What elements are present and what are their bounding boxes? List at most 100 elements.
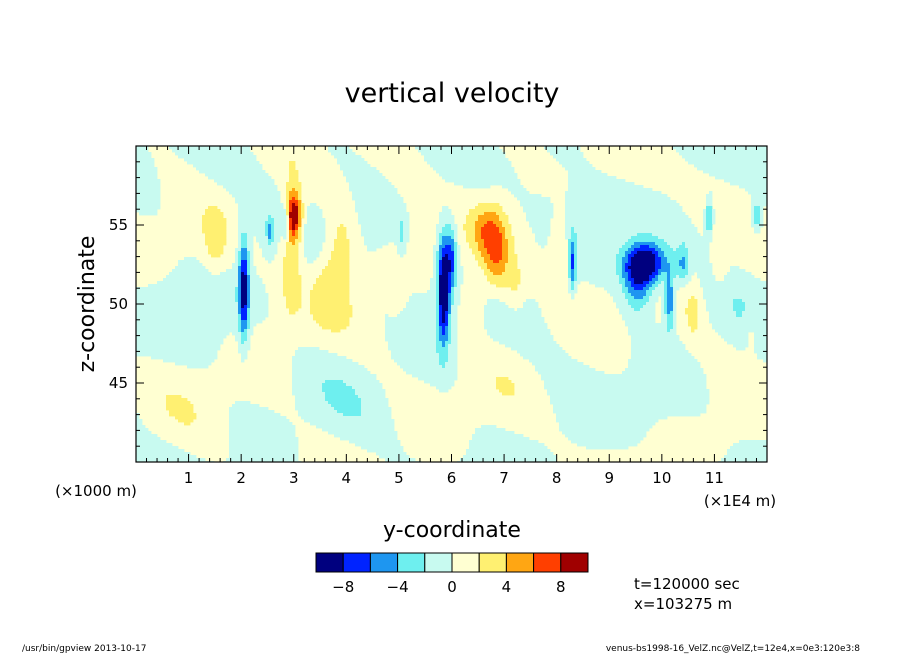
heatmap-cell xyxy=(466,221,470,225)
heatmap-cell xyxy=(592,224,596,228)
heatmap-cell xyxy=(709,212,713,216)
heatmap-cell xyxy=(670,200,674,204)
heatmap-cell xyxy=(235,275,239,279)
heatmap-cell xyxy=(592,215,596,219)
heatmap-cell xyxy=(754,161,758,165)
heatmap-cell xyxy=(661,221,665,225)
heatmap-cell xyxy=(286,263,290,267)
heatmap-cell xyxy=(463,224,467,228)
heatmap-cell xyxy=(700,158,704,162)
heatmap-cell xyxy=(619,260,623,264)
heatmap-cell xyxy=(493,242,497,246)
heatmap-cell xyxy=(502,245,506,249)
heatmap-cell xyxy=(268,233,272,237)
heatmap-cell xyxy=(481,233,485,237)
heatmap-cell xyxy=(757,185,761,189)
heatmap-cell xyxy=(580,278,584,282)
heatmap-cell xyxy=(376,173,380,177)
heatmap-cell xyxy=(640,278,644,282)
heatmap-cell xyxy=(715,167,719,171)
heatmap-cell xyxy=(688,257,692,261)
heatmap-cell xyxy=(622,230,626,234)
heatmap-cell xyxy=(307,230,311,234)
heatmap-cell xyxy=(442,245,446,249)
heatmap-cell xyxy=(178,149,182,153)
heatmap-cell xyxy=(664,203,668,207)
heatmap-cell xyxy=(217,170,221,174)
heatmap-cell xyxy=(193,158,197,162)
heatmap-cell xyxy=(364,233,368,237)
heatmap-cell xyxy=(613,260,617,264)
heatmap-cell xyxy=(487,167,491,171)
heatmap-cell xyxy=(481,170,485,174)
heatmap-cell xyxy=(625,257,629,261)
heatmap-cell xyxy=(625,254,629,258)
heatmap-cell xyxy=(754,221,758,225)
heatmap-cell xyxy=(259,215,263,219)
heatmap-cell xyxy=(724,173,728,177)
heatmap-cell xyxy=(739,146,743,150)
heatmap-cell xyxy=(367,170,371,174)
heatmap-cell xyxy=(256,236,260,240)
heatmap-cell xyxy=(445,239,449,243)
heatmap-cell xyxy=(196,266,200,270)
heatmap-cell xyxy=(280,224,284,228)
heatmap-cell xyxy=(592,278,596,282)
heatmap-cell xyxy=(394,203,398,207)
heatmap-cell xyxy=(277,239,281,243)
heatmap-cell xyxy=(697,167,701,171)
heatmap-cell xyxy=(298,212,302,216)
heatmap-cell xyxy=(436,245,440,249)
heatmap-cell xyxy=(616,218,620,222)
heatmap-cell xyxy=(511,275,515,279)
heatmap-cell xyxy=(361,167,365,171)
heatmap-cell xyxy=(406,227,410,231)
heatmap-cell xyxy=(289,215,293,219)
heatmap-cell xyxy=(607,275,611,279)
heatmap-cell xyxy=(481,167,485,171)
heatmap-cell xyxy=(403,239,407,243)
heatmap-cell xyxy=(697,242,701,246)
heatmap-cell xyxy=(730,272,734,276)
heatmap-cell xyxy=(652,257,656,261)
heatmap-cell xyxy=(673,251,677,255)
heatmap-cell xyxy=(574,194,578,198)
heatmap-cell xyxy=(226,179,230,183)
heatmap-cell xyxy=(580,164,584,168)
heatmap-cell xyxy=(739,176,743,180)
heatmap-cell xyxy=(592,257,596,261)
heatmap-cell xyxy=(511,263,515,267)
heatmap-cell xyxy=(466,179,470,183)
heatmap-cell xyxy=(571,161,575,165)
heatmap-cell xyxy=(259,197,263,201)
heatmap-cell xyxy=(580,245,584,249)
heatmap-cell xyxy=(619,218,623,222)
heatmap-cell xyxy=(358,194,362,198)
heatmap-cell xyxy=(616,215,620,219)
heatmap-cell xyxy=(208,230,212,234)
heatmap-cell xyxy=(442,239,446,243)
heatmap-cell xyxy=(580,269,584,273)
heatmap-cell xyxy=(613,242,617,246)
heatmap-cell xyxy=(148,167,152,171)
heatmap-cell xyxy=(682,278,686,282)
heatmap-cell xyxy=(151,161,155,165)
heatmap-cell xyxy=(343,242,347,246)
heatmap-cell xyxy=(286,269,290,273)
heatmap-cell xyxy=(313,221,317,225)
heatmap-cell xyxy=(712,275,716,279)
heatmap-cell xyxy=(574,263,578,267)
heatmap-cell xyxy=(709,167,713,171)
heatmap-cell xyxy=(190,260,194,264)
heatmap-cell xyxy=(367,218,371,222)
heatmap-cell xyxy=(604,233,608,237)
heatmap-cell xyxy=(373,248,377,252)
heatmap-cell xyxy=(307,254,311,258)
heatmap-cell xyxy=(664,239,668,243)
heatmap-cell xyxy=(196,272,200,276)
heatmap-cell xyxy=(211,230,215,234)
heatmap-cell xyxy=(421,146,425,150)
heatmap-cell xyxy=(622,254,626,258)
heatmap-cell xyxy=(241,197,245,201)
heatmap-cell xyxy=(178,272,182,276)
